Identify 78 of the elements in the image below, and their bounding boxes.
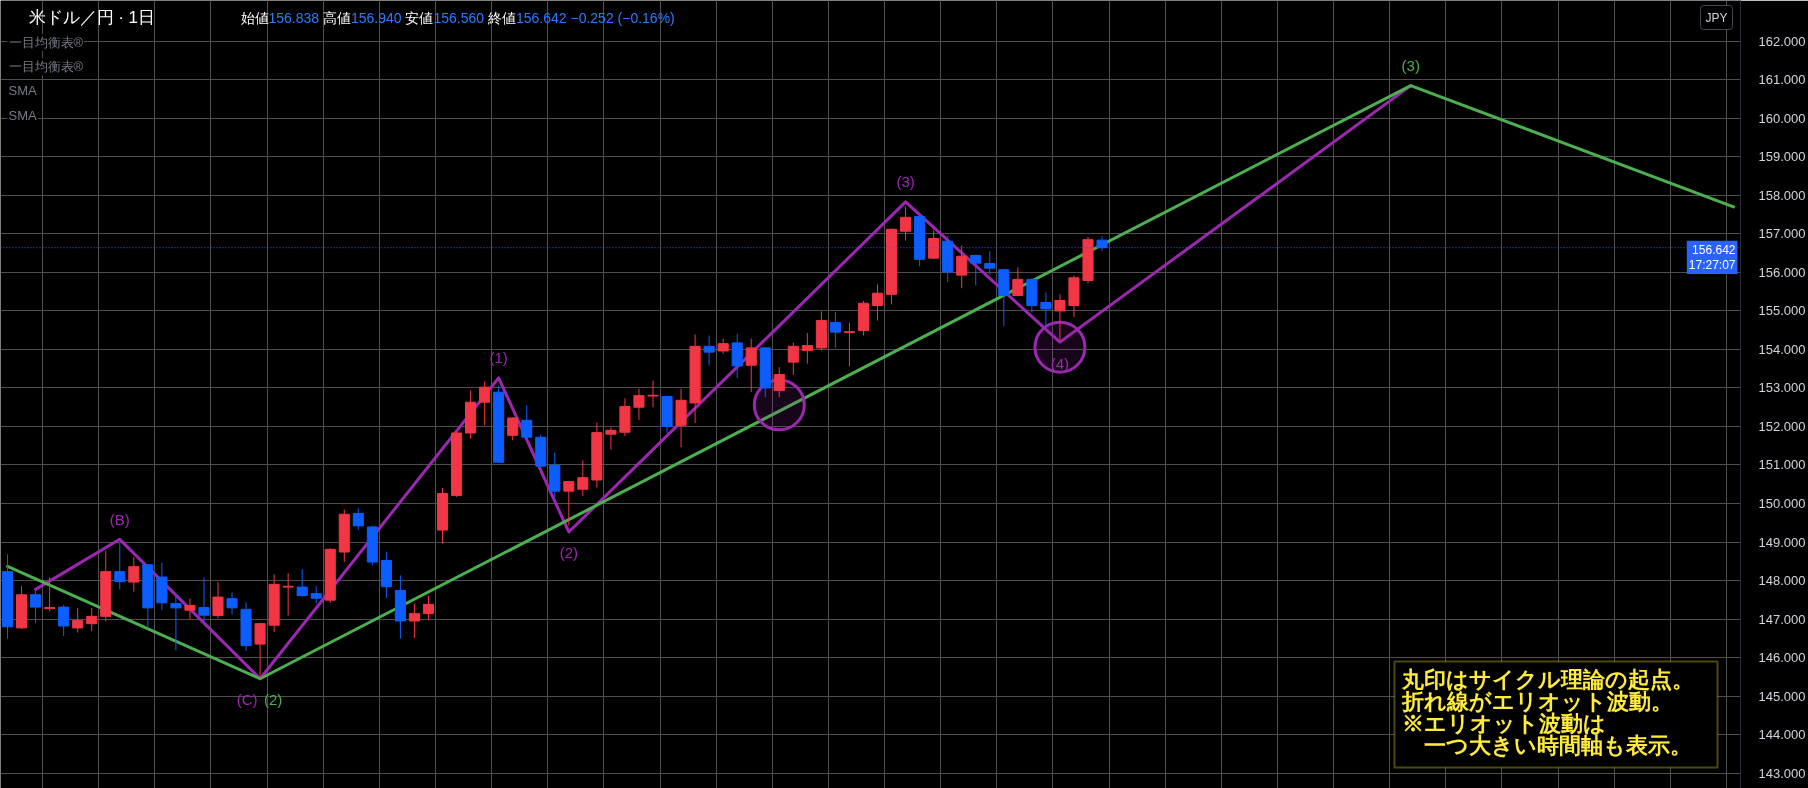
candlestick [563, 480, 575, 526]
candlestick [984, 250, 996, 276]
candlestick [773, 366, 785, 398]
candlestick [829, 311, 841, 349]
candlestick [212, 581, 224, 619]
candlestick [352, 508, 364, 531]
y-tick-label: 149.000 [1758, 534, 1806, 550]
candlestick [226, 591, 238, 615]
candlestick [745, 338, 757, 393]
y-tick-label: 143.000 [1758, 765, 1806, 781]
candlestick [58, 604, 70, 637]
candlestick [843, 322, 855, 367]
candlestick [72, 607, 84, 634]
candlestick [86, 607, 98, 632]
candlestick [422, 595, 435, 621]
candlestick [787, 342, 799, 376]
candlestick [184, 598, 196, 620]
y-tick-label: 153.000 [1758, 380, 1806, 396]
y-tick-label: 162.000 [1758, 33, 1806, 49]
annotation: SMA [8, 83, 37, 99]
text: 米ドル／円 · 1日 [28, 8, 156, 27]
annotation: (B) [109, 510, 130, 528]
y-tick-label: 144.000 [1758, 727, 1806, 743]
candlestick [30, 589, 42, 624]
y-tick-label: 146.000 [1758, 650, 1806, 666]
annotation: 一目均衡表® [8, 35, 84, 50]
annotation: SMA [8, 107, 37, 123]
y-tick-label: 154.000 [1758, 341, 1806, 357]
candlestick [1054, 293, 1066, 342]
candlestick [198, 576, 210, 623]
y-tick-label: 159.000 [1758, 149, 1806, 165]
candlestick [956, 244, 968, 289]
y-tick-label: 151.000 [1758, 457, 1806, 473]
candlestick [408, 603, 420, 639]
candlestick [282, 572, 294, 617]
candlestick [507, 416, 519, 441]
candlestick [900, 206, 912, 241]
annotation: (2) [263, 691, 283, 709]
y-tick-label: 145.000 [1758, 688, 1806, 704]
y-tick-label: 152.000 [1758, 418, 1806, 434]
candlestick [170, 593, 182, 651]
candlestick [521, 404, 533, 439]
candlestick [731, 333, 743, 379]
annotation: (1) [489, 349, 508, 367]
annotation: (3) [896, 173, 915, 191]
annotation: 一目均衡表® [8, 59, 84, 75]
candlestick [296, 568, 308, 598]
candlestick [633, 388, 645, 421]
candlestick [479, 380, 491, 426]
candlestick [254, 622, 266, 680]
annotation: (2) [559, 544, 578, 562]
candlestick [605, 427, 617, 451]
candlestick [114, 542, 126, 590]
y-tick-label: 160.000 [1758, 110, 1806, 126]
candlestick [1040, 291, 1052, 328]
candlestick [1012, 266, 1024, 297]
candlestick [871, 283, 884, 322]
candlestick [44, 576, 56, 612]
candlestick [928, 229, 940, 260]
y-tick-label: 148.000 [1758, 573, 1806, 589]
annotation: (3) [1401, 57, 1420, 75]
y-tick-label: 161.000 [1758, 72, 1806, 88]
annotation: (C) [236, 691, 258, 709]
candlestick [128, 556, 140, 593]
ref-line-label: 156.642 17:27:07 [1688, 242, 1736, 273]
candlestick [647, 380, 659, 408]
text: 始値156.838 高値156.940 安値156.560 終値156.642 −0.252 (−0.16%) [240, 9, 675, 26]
y-tick-label: 155.000 [1758, 303, 1806, 319]
candlestick [703, 335, 715, 367]
y-tick-label: 147.000 [1758, 611, 1806, 627]
candlestick [577, 459, 589, 497]
y-tick-label: 156.000 [1758, 264, 1806, 280]
annotation: JPY [1705, 10, 1728, 25]
y-tick-label: 157.000 [1758, 226, 1806, 242]
y-tick-label: 150.000 [1758, 496, 1806, 511]
candlestick [970, 254, 982, 286]
y-tick-label: 158.000 [1758, 187, 1806, 203]
candlestick [801, 332, 813, 365]
